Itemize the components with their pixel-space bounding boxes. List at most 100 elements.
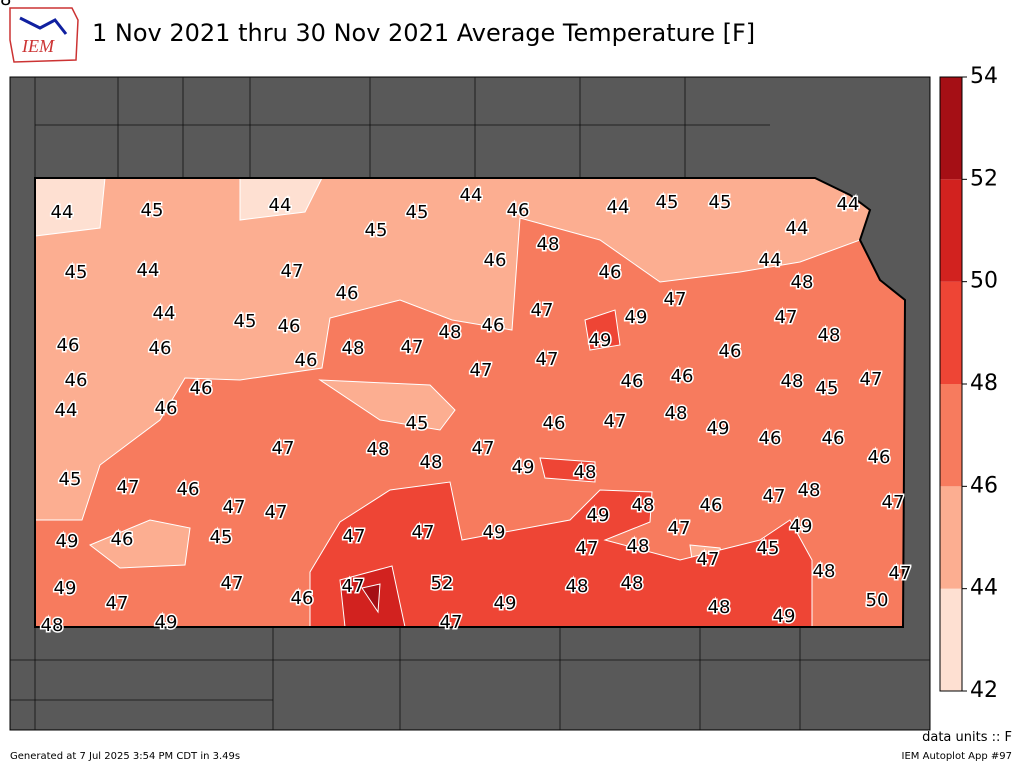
station-value: 47 — [697, 549, 720, 570]
colorbar-tick-label: 42 — [970, 678, 998, 703]
station-value: 47 — [440, 612, 463, 633]
contour-region — [539, 457, 596, 483]
station-value: 48 — [574, 462, 597, 483]
colorbar-bin — [940, 77, 962, 180]
station-value: 48 — [627, 536, 650, 557]
station-value: 46 — [177, 479, 200, 500]
station-value: 47 — [664, 289, 687, 310]
station-value: 46 — [111, 529, 134, 550]
station-value: 46 — [295, 350, 318, 371]
units-note: data units :: F — [922, 730, 1012, 745]
station-value: 46 — [719, 341, 742, 362]
station-value: 48 — [367, 439, 390, 460]
station-value: 46 — [482, 315, 505, 336]
station-value: 47 — [889, 563, 912, 584]
station-value: 46 — [543, 413, 566, 434]
station-value: 48 — [813, 561, 836, 582]
colorbar-bin — [940, 179, 962, 282]
station-value: 47 — [576, 538, 599, 559]
colorbar-tick-label: 48 — [970, 371, 998, 396]
station-value: 47 — [106, 593, 129, 614]
colorbar-bin — [940, 281, 962, 384]
station-value: 45 — [757, 538, 780, 559]
station-value: 45 — [406, 413, 429, 434]
app-note: IEM Autoplot App #97 — [902, 751, 1012, 762]
station-value: 45 — [656, 192, 679, 213]
station-value: 44 — [759, 250, 782, 271]
station-value: 47 — [343, 526, 366, 547]
station-value: 44 — [269, 195, 292, 216]
station-value: 47 — [223, 497, 246, 518]
station-value: 47 — [536, 349, 559, 370]
station-value: 49 — [483, 522, 506, 543]
contour-region — [318, 379, 456, 431]
contour-region — [361, 583, 381, 614]
station-value: 48 — [566, 576, 589, 597]
station-value: 49 — [707, 418, 730, 439]
station-value: 49 — [589, 330, 612, 351]
station-value: 46 — [868, 447, 891, 468]
station-value: 48 — [439, 322, 462, 343]
colorbar-tick-label: 46 — [970, 473, 998, 498]
station-value: 47 — [117, 477, 140, 498]
colorbar-bin — [940, 384, 962, 487]
station-value: 47 — [604, 411, 627, 432]
station-value: 46 — [278, 316, 301, 337]
station-value: 44 — [51, 202, 74, 223]
station-value: 45 — [59, 469, 82, 490]
station-value: 46 — [671, 366, 694, 387]
station-value: 46 — [484, 250, 507, 271]
station-value: 48 — [420, 452, 443, 473]
colorbar-bin — [940, 588, 962, 691]
station-value: 48 — [621, 573, 644, 594]
station-value: 49 — [155, 612, 178, 633]
station-value: 46 — [336, 283, 359, 304]
station-value: 44 — [153, 303, 176, 324]
station-value: 47 — [342, 576, 365, 597]
title: 1 Nov 2021 thru 30 Nov 2021 Average Temp… — [92, 19, 755, 47]
station-value: 48 — [798, 480, 821, 501]
station-value: 45 — [816, 378, 839, 399]
generated-note: Generated at 7 Jul 2025 3:54 PM CDT in 3… — [10, 751, 240, 762]
station-value: 45 — [141, 200, 164, 221]
station-value: 46 — [57, 335, 80, 356]
station-value: 49 — [587, 505, 610, 526]
station-value: 44 — [607, 197, 630, 218]
station-value: 47 — [531, 300, 554, 321]
station-value: 47 — [472, 438, 495, 459]
station-value: 46 — [621, 371, 644, 392]
station-value: 49 — [790, 516, 813, 537]
logo: IEM — [9, 7, 79, 63]
station-value: 48 — [0, 0, 11, 10]
station-value: 48 — [342, 338, 365, 359]
station-value: 47 — [775, 307, 798, 328]
colorbar-tick-label: 50 — [970, 269, 998, 294]
contour-region — [584, 309, 621, 351]
station-value: 47 — [221, 573, 244, 594]
station-value: 45 — [365, 220, 388, 241]
station-value: 47 — [860, 369, 883, 390]
logo-text: IEM — [21, 36, 55, 56]
station-value: 47 — [265, 502, 288, 523]
colorbar-tick-label: 54 — [970, 64, 998, 89]
station-value: 48 — [781, 371, 804, 392]
station-value: 47 — [668, 518, 691, 539]
station-value: 46 — [65, 370, 88, 391]
station-value: 44 — [460, 185, 483, 206]
station-value: 44 — [137, 260, 160, 281]
station-value: 49 — [512, 457, 535, 478]
station-value: 47 — [401, 337, 424, 358]
station-value: 45 — [406, 202, 429, 223]
station-value: 46 — [599, 262, 622, 283]
station-value: 45 — [234, 311, 257, 332]
colorbar-tick-label: 52 — [970, 166, 998, 191]
station-value: 52 — [431, 573, 454, 594]
state-border — [34, 177, 907, 628]
station-value: 45 — [709, 192, 732, 213]
station-value: 47 — [882, 492, 905, 513]
station-value: 48 — [708, 597, 731, 618]
station-value: 49 — [54, 578, 77, 599]
station-value: 49 — [773, 606, 796, 627]
station-value: 46 — [700, 495, 723, 516]
